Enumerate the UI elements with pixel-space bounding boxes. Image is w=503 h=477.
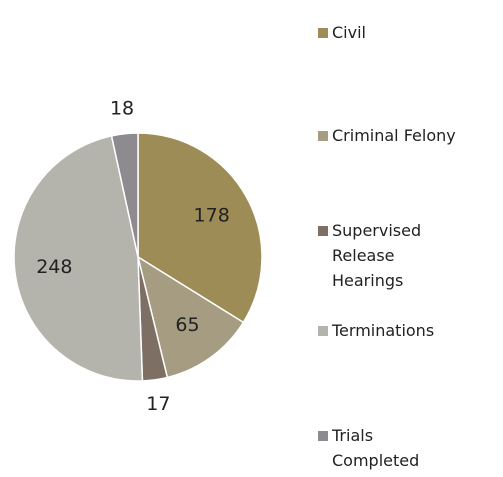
legend-label: Civil <box>332 23 366 42</box>
legend-swatch <box>318 226 328 236</box>
data-label: 17 <box>146 393 170 415</box>
pie-slice <box>137 132 263 324</box>
legend-swatch <box>318 431 328 441</box>
data-label: 248 <box>36 256 72 278</box>
data-label: 178 <box>194 205 230 227</box>
data-label: 65 <box>175 314 199 336</box>
data-label: 18 <box>110 98 134 120</box>
legend-item: Terminations <box>318 318 500 343</box>
legend-label: Terminations <box>332 321 435 340</box>
legend-item: Trials Completed <box>318 423 432 473</box>
legend-swatch <box>318 28 328 38</box>
legend-label: Trials Completed <box>332 426 420 470</box>
pie-slice <box>13 134 144 382</box>
legend-label: Supervised Release Hearings <box>332 221 422 290</box>
legend-label: Criminal Felony <box>332 126 456 145</box>
legend-swatch <box>318 131 328 141</box>
legend-item: Criminal Felony <box>318 123 500 148</box>
legend-swatch <box>318 326 328 336</box>
legend-item: Civil <box>318 20 500 45</box>
pie-slice <box>110 132 139 258</box>
pie-slice <box>136 255 245 379</box>
legend-item: Supervised Release Hearings <box>318 218 432 293</box>
